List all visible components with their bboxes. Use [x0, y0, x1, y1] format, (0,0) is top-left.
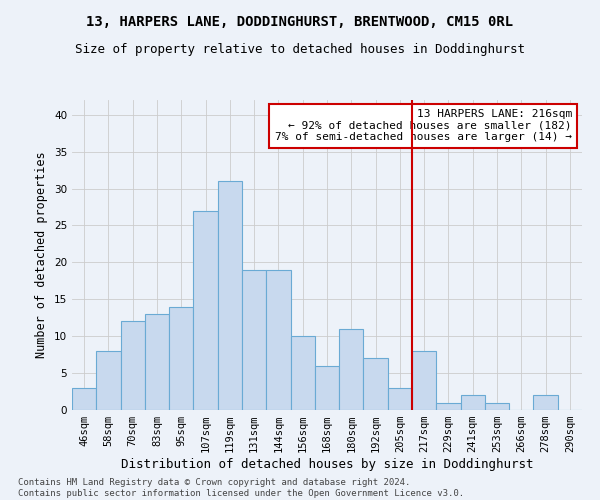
Bar [266, 270, 290, 410]
Text: 13 HARPERS LANE: 216sqm
← 92% of detached houses are smaller (182)
7% of semi-de: 13 HARPERS LANE: 216sqm ← 92% of detache… [275, 110, 572, 142]
Bar [412, 351, 436, 410]
Bar [121, 322, 145, 410]
Bar [461, 395, 485, 410]
Bar [533, 395, 558, 410]
Bar [364, 358, 388, 410]
Text: Contains HM Land Registry data © Crown copyright and database right 2024.
Contai: Contains HM Land Registry data © Crown c… [18, 478, 464, 498]
Bar [169, 306, 193, 410]
X-axis label: Distribution of detached houses by size in Doddinghurst: Distribution of detached houses by size … [121, 458, 533, 471]
Text: Size of property relative to detached houses in Doddinghurst: Size of property relative to detached ho… [75, 42, 525, 56]
Y-axis label: Number of detached properties: Number of detached properties [35, 152, 49, 358]
Bar [242, 270, 266, 410]
Bar [290, 336, 315, 410]
Bar [96, 351, 121, 410]
Bar [388, 388, 412, 410]
Bar [436, 402, 461, 410]
Bar [193, 210, 218, 410]
Bar [339, 329, 364, 410]
Bar [485, 402, 509, 410]
Bar [145, 314, 169, 410]
Bar [72, 388, 96, 410]
Bar [315, 366, 339, 410]
Text: 13, HARPERS LANE, DODDINGHURST, BRENTWOOD, CM15 0RL: 13, HARPERS LANE, DODDINGHURST, BRENTWOO… [86, 15, 514, 29]
Bar [218, 181, 242, 410]
